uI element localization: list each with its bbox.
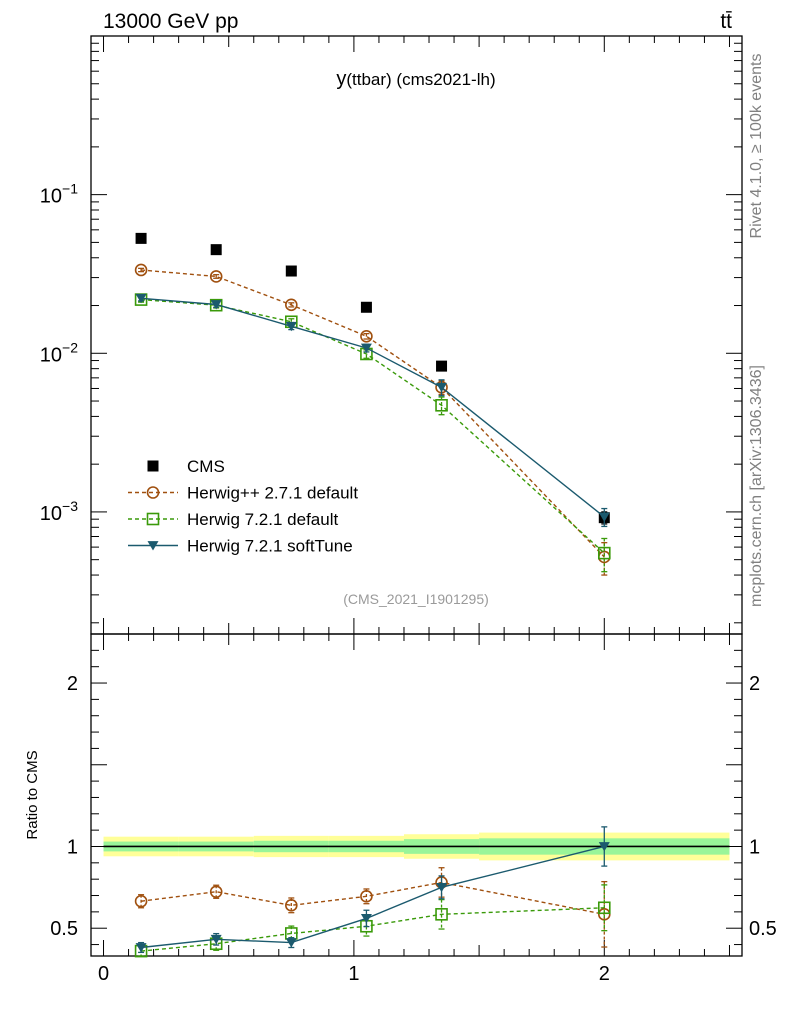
data-point <box>209 298 223 312</box>
legend-label: Herwig 7.2.1 softTune <box>187 537 353 556</box>
series-line <box>141 845 605 949</box>
data-point <box>436 882 448 893</box>
data-point <box>285 298 298 312</box>
x-axis-labels: 0 1 2 <box>98 963 610 985</box>
chart-title: y(ttbar) (cms2021-lh) <box>336 68 495 90</box>
y-tick-base: 10 <box>40 503 62 525</box>
y-tick-label: 10−1 <box>40 181 78 208</box>
legend-item: Herwig 7.2.1 softTune <box>128 537 353 556</box>
data-point <box>435 908 448 921</box>
ratio-y-tick-label: 0.5 <box>50 918 78 940</box>
data-point <box>597 908 611 921</box>
data-point <box>135 293 147 304</box>
data-point <box>436 382 448 393</box>
data-point <box>436 360 448 372</box>
data-point <box>209 885 223 899</box>
data-point <box>147 541 159 551</box>
mcplots-label: mcplots.cern.ch [arXiv:1306.3436] <box>748 365 765 607</box>
y-tick-exp: −3 <box>62 498 78 514</box>
ratio-y-tick-label: 2 <box>67 673 78 695</box>
series-line <box>141 269 605 558</box>
x-tick-label: 2 <box>599 963 610 985</box>
data-point <box>597 901 611 915</box>
data-point <box>210 300 222 310</box>
data-point <box>285 321 297 332</box>
legend-item: CMS <box>147 457 225 476</box>
series-1 <box>134 867 611 948</box>
data-point <box>147 460 159 472</box>
data-point <box>210 934 222 945</box>
chart-title-rest: (ttbar) (cms2021-lh) <box>346 70 495 89</box>
series-3 <box>135 293 610 528</box>
data-point <box>285 265 297 277</box>
series-line <box>140 881 605 916</box>
main-panel: 10−110−210−3 y(ttbar) (cms2021-lh) (CMS_… <box>40 35 743 635</box>
data-point <box>135 232 147 244</box>
data-point <box>360 329 373 343</box>
y-tick-base: 10 <box>40 186 62 208</box>
data-point <box>285 899 298 912</box>
legend-label: Herwig++ 2.7.1 default <box>187 484 358 503</box>
legend-label: Herwig 7.2.1 default <box>187 510 338 529</box>
legend-item: Herwig++ 2.7.1 default <box>128 484 358 503</box>
data-point <box>135 943 147 953</box>
process-label: tt̄ <box>720 10 732 33</box>
ratio-y-tick-label: 1 <box>67 836 78 858</box>
data-point <box>209 270 223 283</box>
x-tick-label: 0 <box>98 963 109 985</box>
ratio-ylabel: Ratio to CMS <box>24 750 41 839</box>
data-point <box>285 938 297 948</box>
y-tick-exp: −1 <box>62 181 78 197</box>
ratio-panel: 0.5 0.5 1 1 2 2 Ratio to CMS <box>24 633 777 958</box>
data-point <box>134 263 148 277</box>
data-point <box>146 486 160 499</box>
data-point <box>134 894 148 908</box>
chart-title-main: y <box>336 68 346 90</box>
ratio-ticks: 0.5 0.5 1 1 2 2 <box>50 633 777 956</box>
series-3 <box>135 826 610 954</box>
data-point <box>146 512 160 526</box>
ratio-y-tick-label-right: 0.5 <box>749 918 777 940</box>
ratio-data <box>134 826 611 958</box>
ratio-frame <box>90 633 743 957</box>
y-tick-base: 10 <box>40 344 62 366</box>
data-point <box>360 301 372 313</box>
rivet-version-label: Rivet 4.1.0, ≥ 100k events <box>748 54 765 239</box>
data-point <box>435 398 448 412</box>
ratio-y-tick-label-right: 1 <box>749 836 760 858</box>
legend: CMS Herwig++ 2.7.1 default Herwig 7.2.1 de… <box>128 457 358 556</box>
series-line <box>141 297 605 518</box>
legend-label: CMS <box>187 457 225 476</box>
x-tick-label: 1 <box>348 963 359 985</box>
data-point <box>598 512 610 522</box>
data-point <box>360 890 373 903</box>
main-data <box>134 232 611 576</box>
y-tick-exp: −2 <box>62 339 78 355</box>
analysis-watermark: (CMS_2021_I1901295) <box>343 591 489 607</box>
ratio-bands <box>103 832 730 861</box>
main-ticks: 10−110−210−3 <box>40 35 742 634</box>
data-point <box>210 244 222 256</box>
data-point <box>597 546 611 560</box>
legend-item: Herwig 7.2.1 default <box>128 510 338 529</box>
y-tick-label: 10−3 <box>40 498 78 525</box>
energy-label: 13000 GeV pp <box>103 10 238 33</box>
data-point <box>598 842 610 852</box>
data-point <box>360 914 372 924</box>
y-tick-label: 10−2 <box>40 339 78 366</box>
ratio-y-tick-label-right: 2 <box>749 673 760 695</box>
data-point <box>360 343 372 353</box>
series-0 <box>135 232 610 525</box>
